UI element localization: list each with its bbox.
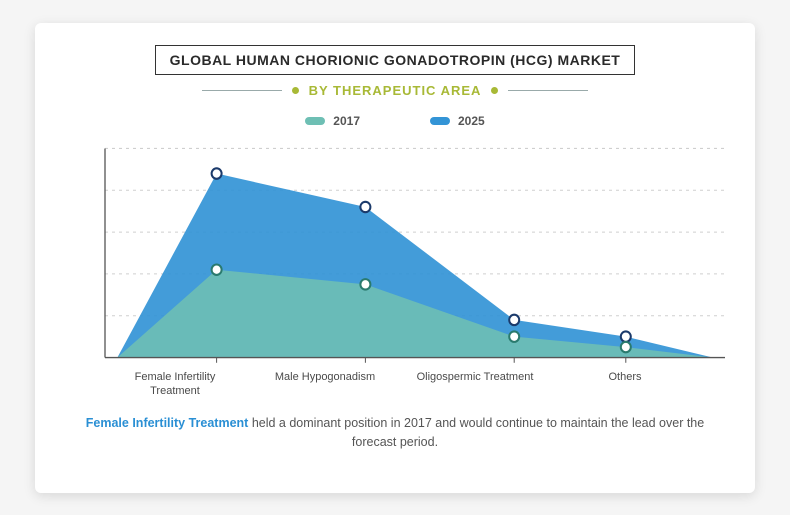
x-label-0: Female Infertility Treatment: [115, 370, 235, 399]
x-label-2: Oligospermic Treatment: [415, 370, 535, 399]
chart-card: GLOBAL HUMAN CHORIONIC GONADOTROPIN (HCG…: [35, 23, 755, 493]
x-axis-labels: Female Infertility Treatment Male Hypogo…: [65, 370, 725, 399]
decor-line-left: [202, 90, 282, 91]
legend-swatch-2025: [430, 117, 450, 125]
decor-line-right: [508, 90, 588, 91]
legend-item-2017: 2017: [305, 114, 360, 128]
legend: 2017 2025: [65, 114, 725, 128]
x-label-3: Others: [565, 370, 685, 399]
chart-area: [65, 138, 725, 368]
decor-dot-right: [491, 87, 498, 94]
legend-item-2025: 2025: [430, 114, 485, 128]
legend-label-2017: 2017: [333, 114, 360, 128]
subtitle-row: BY THERAPEUTIC AREA: [65, 83, 725, 98]
legend-label-2025: 2025: [458, 114, 485, 128]
x-label-1: Male Hypogonadism: [265, 370, 385, 399]
caption-rest: held a dominant position in 2017 and wou…: [248, 416, 704, 449]
chart-caption: Female Infertility Treatment held a domi…: [65, 414, 725, 452]
area-chart-svg: [65, 138, 725, 368]
legend-swatch-2017: [305, 117, 325, 125]
caption-highlight: Female Infertility Treatment: [86, 416, 249, 430]
decor-dot-left: [292, 87, 299, 94]
chart-title: GLOBAL HUMAN CHORIONIC GONADOTROPIN (HCG…: [155, 45, 636, 75]
chart-subtitle: BY THERAPEUTIC AREA: [309, 83, 482, 98]
